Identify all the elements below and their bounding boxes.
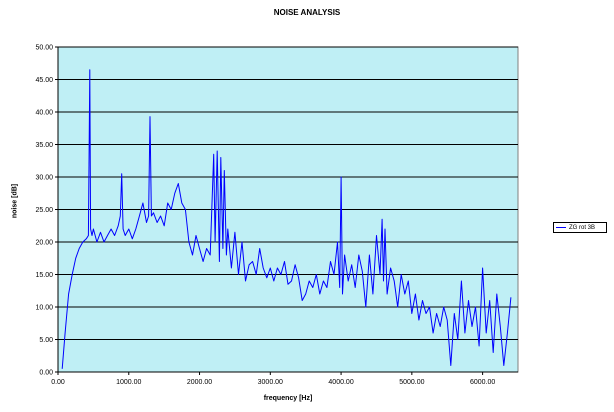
y-tick-label-1: 5.00 xyxy=(39,337,53,344)
y-tick-label-9: 45.00 xyxy=(35,77,53,84)
x-tick-label-0: 0.00 xyxy=(51,379,65,386)
chart-title: NOISE ANALYSIS xyxy=(273,8,341,17)
y-tick-label-0: 0.00 xyxy=(39,370,53,377)
y-tick-label-2: 10.00 xyxy=(35,305,53,312)
x-tick-label-1: 1000.00 xyxy=(116,379,141,386)
x-tick-label-3: 3000.00 xyxy=(258,379,283,386)
y-tick-label-8: 40.00 xyxy=(35,110,53,117)
x-axis-label: frequency [Hz] xyxy=(263,395,313,402)
y-axis-label: noise [dB] xyxy=(11,183,19,219)
y-tick-label-5: 25.00 xyxy=(35,207,53,214)
x-tick-label-5: 5000.00 xyxy=(399,379,424,386)
legend: ZG rot 3B xyxy=(553,222,607,233)
y-tick-label-4: 20.00 xyxy=(35,240,53,247)
x-tick-label-2: 2000.00 xyxy=(187,379,212,386)
y-tick-label-10: 50.00 xyxy=(35,45,53,52)
x-tick-label-4: 4000.00 xyxy=(328,379,353,386)
series-line-1 xyxy=(61,69,512,369)
y-tick-label-3: 15.00 xyxy=(35,272,53,279)
legend-swatch-series-1 xyxy=(556,227,566,228)
legend-entry-series-1: ZG rot 3B xyxy=(569,224,596,231)
x-tick-label-6: 6000.00 xyxy=(470,379,495,386)
y-tick-label-6: 30.00 xyxy=(35,175,53,182)
y-tick-label-7: 35.00 xyxy=(35,142,53,149)
